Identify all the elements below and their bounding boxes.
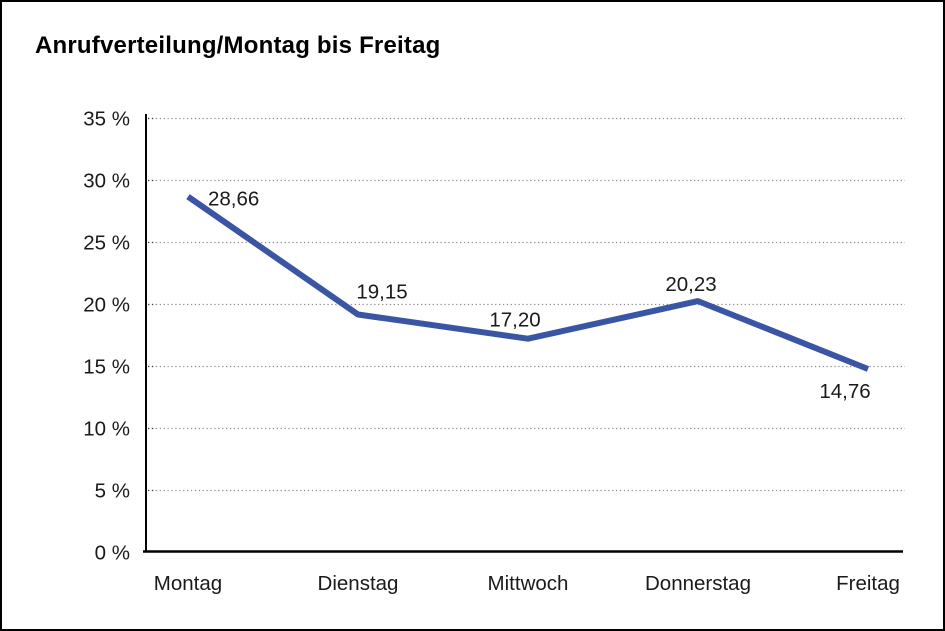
y-axis-tick-label: 15 % [83, 356, 130, 379]
x-axis-label-freitag: Freitag [836, 572, 900, 595]
y-axis-tick-label: 5 % [95, 480, 130, 503]
x-axis-label-montag: Montag [154, 572, 222, 595]
series-line [186, 194, 870, 372]
y-axis-tick-label: 0 % [95, 542, 130, 565]
data-point-label: 14,76 [819, 380, 870, 403]
data-point-label: 28,66 [208, 188, 259, 211]
y-axis-tick-label: 10 % [83, 418, 130, 441]
data-point-label: 19,15 [356, 281, 407, 304]
x-axis-label-donnerstag: Donnerstag [645, 572, 751, 595]
data-point-label: 20,23 [665, 273, 716, 296]
data-point-label: 17,20 [489, 309, 540, 332]
y-axis-tick-label: 35 % [83, 108, 130, 131]
y-axis-tick-label: 20 % [83, 294, 130, 317]
y-axis-tick-label: 30 % [83, 170, 130, 193]
x-axis-label-mittwoch: Mittwoch [488, 572, 569, 595]
x-axis-label-dienstag: Dienstag [318, 572, 399, 595]
y-axis-tick-label: 25 % [83, 232, 130, 255]
chart-title: Anrufverteilung/Montag bis Freitag [35, 32, 441, 59]
